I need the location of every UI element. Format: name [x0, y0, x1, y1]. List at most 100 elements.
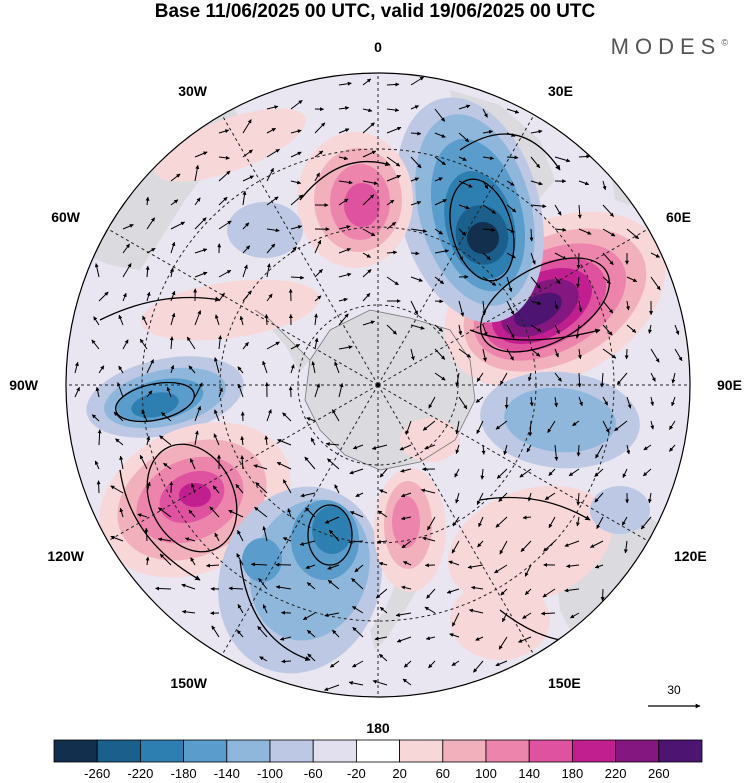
wind-vector-arrow	[93, 316, 100, 326]
lon-label-120e: 120E	[674, 548, 707, 564]
streamline-south-africa	[449, 178, 515, 282]
wind-vector-arrow	[434, 132, 446, 138]
wind-vector-arrow	[181, 609, 196, 614]
colorbar-tick-label: -100	[257, 766, 283, 781]
wind-vector-arrow	[602, 420, 610, 433]
wind-vector-arrow	[218, 196, 228, 206]
wind-vector-arrow	[157, 537, 172, 542]
wind-vector-arrow	[476, 420, 484, 434]
wind-vector-arrow	[379, 468, 388, 478]
wind-vector-arrow	[242, 190, 247, 206]
wind-vector-arrow	[458, 252, 464, 261]
wind-vector-arrow	[554, 396, 559, 408]
wind-vector-arrow	[218, 292, 225, 302]
wind-vector-arrow	[578, 300, 583, 313]
wind-vector-arrow	[362, 122, 375, 134]
wind-vector-arrow	[494, 564, 508, 574]
wind-vector-arrow	[427, 516, 436, 531]
copyright-mark: ©	[721, 37, 728, 48]
wind-vector-arrow	[647, 492, 652, 504]
wind-vector-arrow	[458, 104, 471, 110]
wind-vector-arrow	[282, 537, 292, 542]
wind-vector-arrow	[290, 194, 304, 206]
wind-vector-arrow	[290, 100, 303, 110]
wind-vector-arrow	[206, 563, 220, 568]
wind-vector-arrow	[410, 300, 419, 315]
wind-vector-arrow	[482, 276, 497, 286]
wind-vector-arrow	[362, 252, 371, 258]
wind-vector-arrow	[334, 484, 340, 494]
wind-vector-arrow	[325, 442, 340, 447]
wind-vector-arrow	[530, 129, 543, 134]
colorbar-swatch	[355, 739, 400, 763]
lon-label-180: 180	[366, 720, 390, 736]
wind-vector-arrow	[328, 529, 340, 542]
wind-vector-arrow	[306, 629, 316, 638]
wind-vector-arrow	[458, 228, 467, 236]
wind-vector-arrow	[424, 606, 436, 614]
wind-vector-arrow	[449, 633, 460, 638]
wind-vector-arrow	[602, 324, 613, 336]
wind-vector-arrow	[527, 492, 532, 502]
wind-vector-arrow	[145, 196, 150, 206]
colorbar-tick-label: -220	[127, 766, 153, 781]
streamline-arc-5	[239, 559, 311, 661]
wind-vector-arrow	[626, 276, 638, 283]
wind-vector-arrow	[570, 612, 580, 619]
reference-vector-label: 30	[667, 683, 681, 697]
colorbar-swatch	[485, 739, 530, 763]
wind-vector-arrow	[578, 154, 591, 159]
wind-vector-arrow	[503, 444, 508, 456]
wind-vector-arrow	[314, 269, 323, 278]
wind-vector-arrow	[451, 540, 460, 554]
wind-vector-arrow	[304, 456, 316, 470]
wind-vector-arrow	[338, 128, 350, 134]
wind-vector-arrow	[194, 430, 199, 446]
wind-vector-arrow	[170, 199, 179, 206]
wind-vector-arrow	[386, 199, 395, 206]
wind-vector-arrow	[218, 155, 230, 160]
colorbar-tick-label: 260	[648, 766, 670, 781]
wind-vector-arrow	[266, 293, 273, 302]
lon-label-30w: 30W	[178, 83, 208, 99]
wind-vector-arrow	[468, 608, 484, 614]
wind-vector-arrow	[602, 180, 607, 191]
wind-vector-arrow	[137, 513, 148, 518]
streamlines	[99, 133, 610, 661]
wind-vector-arrow	[110, 535, 124, 542]
wind-vector-arrow	[576, 444, 581, 457]
wind-vector-arrow	[554, 444, 559, 461]
wind-vector-arrow	[648, 324, 652, 334]
wind-vector-arrow	[119, 507, 124, 518]
wind-vector-arrow	[158, 507, 172, 518]
wind-vector-arrow	[434, 249, 449, 254]
wind-vector-arrow	[122, 263, 132, 278]
wind-vector-arrow	[522, 612, 532, 619]
streamline-arc-8	[99, 296, 221, 321]
wind-vector-arrow	[506, 155, 519, 160]
wind-vector-arrow	[428, 660, 436, 669]
wind-vector-arrow	[454, 468, 460, 478]
wind-vector-arrow	[236, 553, 244, 566]
streamline-indian-ocean	[480, 257, 610, 353]
wind-vector-arrow	[496, 468, 508, 479]
colorbar-swatch	[658, 739, 703, 763]
wind-vector-arrow	[362, 320, 375, 326]
wind-vector-arrow	[575, 324, 580, 339]
wind-vector-arrow	[626, 444, 631, 455]
wind-vector-arrow	[621, 516, 628, 526]
wind-vector-arrow	[410, 200, 422, 206]
wind-vector-arrow	[626, 324, 637, 333]
wind-vector-arrow	[471, 585, 484, 590]
wind-vector-arrow	[626, 300, 630, 311]
wind-vector-arrow	[299, 540, 316, 546]
wind-vector-arrow	[576, 276, 581, 289]
streamline-south-pacific-west	[307, 504, 353, 566]
wind-vector-arrow	[403, 660, 412, 668]
wind-vector-arrow	[386, 126, 402, 134]
wind-vector-arrow	[290, 275, 305, 280]
wind-vector-arrow	[214, 314, 220, 326]
streamline-south-pacific	[146, 443, 238, 553]
wind-vector-arrow	[144, 527, 149, 542]
wind-vector-arrow	[506, 252, 516, 259]
